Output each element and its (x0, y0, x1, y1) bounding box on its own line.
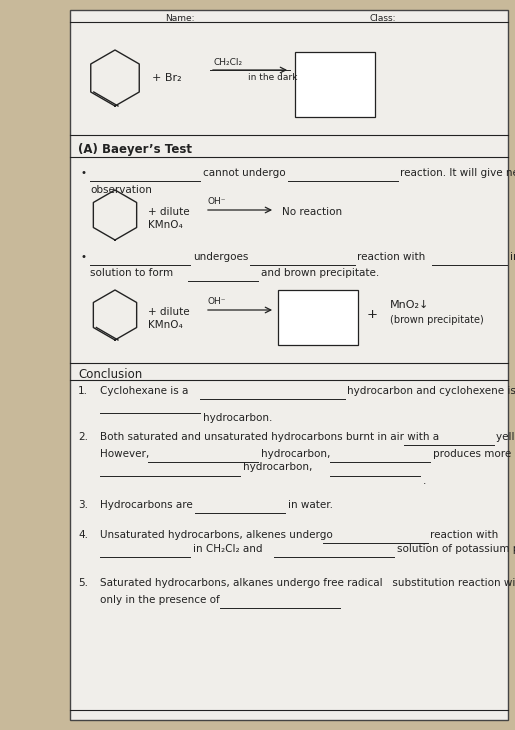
Text: .: . (423, 476, 426, 486)
Text: in alkaline: in alkaline (510, 252, 515, 262)
Text: and brown precipitate.: and brown precipitate. (261, 268, 379, 278)
Text: cannot undergo: cannot undergo (203, 168, 286, 178)
Text: reaction with: reaction with (430, 530, 498, 540)
Text: Saturated hydrocarbons, alkanes undergo free radical   substitution reaction wit: Saturated hydrocarbons, alkanes undergo … (100, 578, 515, 588)
Text: solution to form: solution to form (90, 268, 173, 278)
Text: Class:: Class: (370, 14, 397, 23)
Text: KMnO₄: KMnO₄ (148, 220, 183, 230)
Text: +: + (367, 308, 378, 321)
Text: 4.: 4. (78, 530, 88, 540)
Text: undergoes: undergoes (193, 252, 248, 262)
Text: hydrocarbon and cyclohexene is and: hydrocarbon and cyclohexene is and (347, 386, 515, 396)
Text: only in the presence of: only in the presence of (100, 595, 220, 605)
Text: 5.: 5. (78, 578, 88, 588)
Text: 3.: 3. (78, 500, 88, 510)
Text: (A) Baeyer’s Test: (A) Baeyer’s Test (78, 143, 192, 156)
Text: in water.: in water. (288, 500, 333, 510)
Text: 1.: 1. (78, 386, 88, 396)
Text: observation: observation (90, 185, 152, 195)
Text: in the dark: in the dark (248, 73, 297, 82)
Bar (278, 290, 358, 345)
Text: CH₂Cl₂: CH₂Cl₂ (213, 58, 242, 67)
Text: •: • (80, 168, 86, 178)
Text: Hydrocarbons are: Hydrocarbons are (100, 500, 193, 510)
Text: hydrocarbon,: hydrocarbon, (243, 462, 313, 472)
Text: •: • (80, 252, 86, 262)
Text: produces more soot than: produces more soot than (433, 449, 515, 459)
Text: Name:: Name: (165, 14, 195, 23)
Text: reaction with: reaction with (357, 252, 425, 262)
Text: hydrocarbon,: hydrocarbon, (261, 449, 331, 459)
Text: MnO₂↓: MnO₂↓ (390, 300, 430, 310)
Text: hydrocarbon.: hydrocarbon. (203, 413, 272, 423)
Text: OH⁻: OH⁻ (208, 197, 227, 206)
Text: (brown precipitate): (brown precipitate) (390, 315, 484, 325)
Text: solution of potassium permanganate.: solution of potassium permanganate. (397, 544, 515, 554)
Text: 2.: 2. (78, 432, 88, 442)
Text: + dilute: + dilute (148, 307, 190, 317)
Text: Unsaturated hydrocarbons, alkenes undergo: Unsaturated hydrocarbons, alkenes underg… (100, 530, 333, 540)
Text: reaction. It will give negative: reaction. It will give negative (400, 168, 515, 178)
Text: However,: However, (100, 449, 149, 459)
Text: KMnO₄: KMnO₄ (148, 320, 183, 330)
Text: + dilute: + dilute (148, 207, 190, 217)
Bar (70, 10, 508, 720)
Text: No reaction: No reaction (282, 207, 342, 217)
Text: in CH₂Cl₂ and: in CH₂Cl₂ and (193, 544, 263, 554)
Text: Conclusion: Conclusion (78, 368, 142, 381)
Text: + Br₂: + Br₂ (152, 73, 182, 83)
Text: yellow flame.: yellow flame. (496, 432, 515, 442)
Text: Both saturated and unsaturated hydrocarbons burnt in air with a: Both saturated and unsaturated hydrocarb… (100, 432, 439, 442)
Text: Cyclohexane is a: Cyclohexane is a (100, 386, 188, 396)
Text: OH⁻: OH⁻ (208, 297, 227, 306)
Bar (295, 52, 375, 117)
